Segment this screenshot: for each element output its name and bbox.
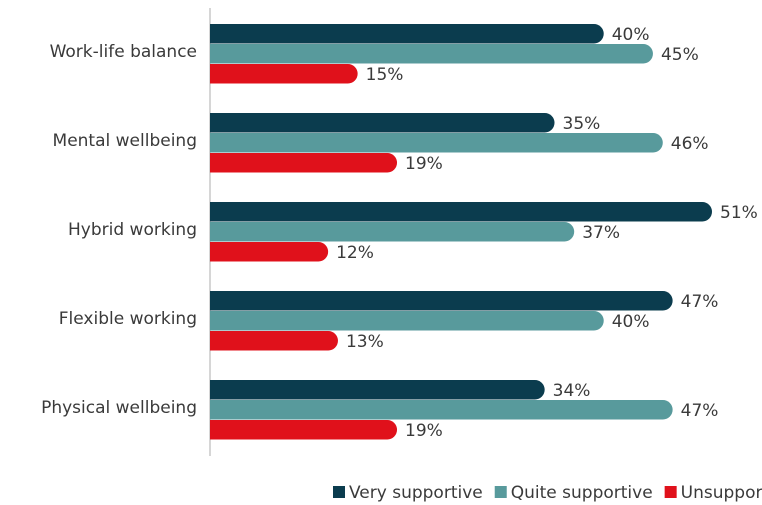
bar <box>210 400 673 420</box>
category-label: Work-life balance <box>50 42 197 62</box>
category-label: Physical wellbeing <box>41 398 197 418</box>
legend-swatch <box>494 486 507 498</box>
bar <box>209 311 604 331</box>
value-label: 37% <box>582 223 620 243</box>
bar <box>209 420 398 440</box>
value-label: 46% <box>671 134 709 154</box>
bar <box>210 242 329 262</box>
category-label: Mental wellbeing <box>53 131 197 151</box>
bar <box>210 331 338 351</box>
legend-swatch <box>664 486 677 498</box>
bar <box>210 44 653 64</box>
bar <box>210 133 663 153</box>
value-label: 40% <box>612 312 650 332</box>
value-label: 47% <box>681 292 719 312</box>
bar <box>209 24 604 44</box>
category-label: Flexible working <box>59 309 197 329</box>
legend-label: Quite supportive <box>511 483 653 503</box>
bar <box>209 380 545 400</box>
legend-label: Very supportive <box>349 483 483 503</box>
bar <box>209 153 398 173</box>
value-label: 34% <box>553 381 591 401</box>
value-label: 19% <box>405 154 443 174</box>
bar <box>210 64 358 84</box>
bar <box>210 202 712 222</box>
legend-label: Unsupportive <box>681 483 762 503</box>
value-label: 40% <box>612 25 650 45</box>
value-label: 35% <box>563 114 601 134</box>
legend-swatch <box>333 486 345 498</box>
value-label: 19% <box>405 421 443 441</box>
value-label: 13% <box>346 332 384 352</box>
value-label: 51% <box>720 203 758 223</box>
bar <box>210 291 673 311</box>
value-label: 45% <box>661 45 699 65</box>
bar <box>209 222 575 242</box>
value-label: 15% <box>366 65 404 85</box>
category-label: Hybrid working <box>68 220 197 240</box>
value-label: 12% <box>336 243 374 263</box>
value-label: 47% <box>681 401 719 421</box>
bar <box>209 113 555 133</box>
